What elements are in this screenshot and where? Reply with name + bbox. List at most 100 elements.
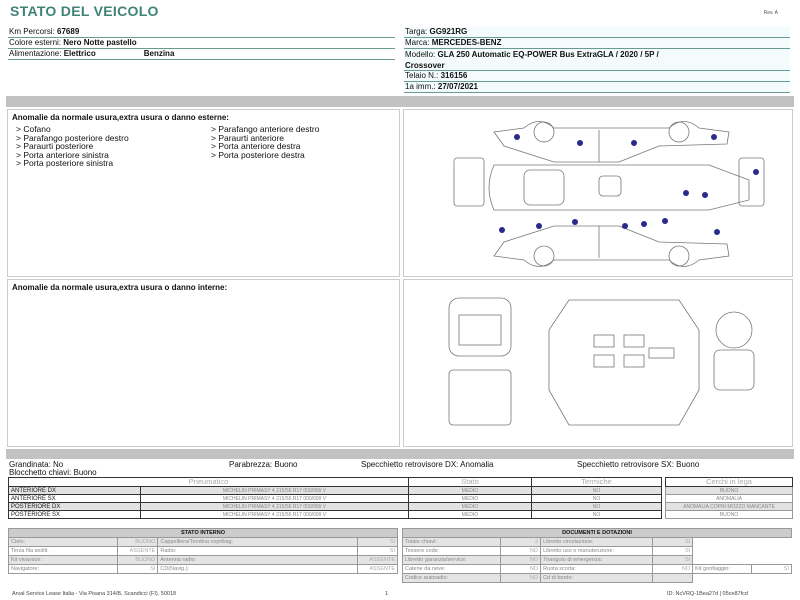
tyre-condition: MEDIO (408, 502, 532, 511)
item-value: ASSENTE (357, 555, 398, 565)
item-value: ASSENTE (357, 564, 398, 574)
item-label: Cappelliera/Tendina copribag: (157, 537, 358, 547)
model-row: Modello: GLA 250 Automatic EQ-POWER Bus … (404, 49, 790, 71)
wheel-condition: BUONO (665, 486, 793, 495)
windshield-status: Parabrezza: Buono (229, 460, 298, 469)
wheel-row: ANOMALIA COPRI MOZZO MANCANTE (665, 502, 793, 511)
item-label: Cielo: (7, 537, 119, 547)
damage-marker (577, 140, 583, 146)
tyre-model: MICHELIN PRIMASY 4 215/55 R17 000/099 V (140, 510, 409, 519)
exterior-title: Anomalie da normale usura,extra usura o … (12, 113, 229, 122)
tyre-row: ANTERIORE DX MICHELIN PRIMASY 4 215/55 R1… (8, 486, 662, 495)
damage-item: > Porta anteriore destra (211, 141, 301, 151)
wheel-condition: ANOMALIA COPRI MOZZO MANCANTE (665, 502, 793, 511)
status-row: Terza fila sedili: ASSENTE Radio: SI (7, 546, 398, 556)
item-label: Ruota scorta: (540, 564, 654, 574)
status-row: Totale chiavi: 2 Libretto circolazione: SI (401, 537, 792, 547)
value2: Benzina (143, 49, 175, 58)
item-value: NO (500, 555, 542, 565)
tyre-row: ANTERIORE SX MICHELIN PRIMASY 4 215/55 R1… (8, 494, 662, 503)
wheel-row: ANOMALIA (665, 494, 793, 503)
tyre-model: MICHELIN PRIMASY 4 215/55 R17 000/099 V (140, 486, 409, 495)
damage-marker (641, 221, 647, 227)
km-row: Km Percorsi: 67689 (8, 27, 395, 38)
value: 316156 (440, 71, 468, 80)
status-row: Catene da neve: NO Ruota scorta: NO Kit gonf… (401, 564, 792, 574)
item-value: SI (652, 555, 694, 565)
status-left: Grandinata: No Blocchetto chiavi: Buono (9, 461, 97, 477)
value: GLA 250 Automatic EQ-POWER Bus ExtraGLA … (437, 50, 659, 59)
item-label: Libretto garanzia/service: (401, 555, 502, 565)
page-title: STATO DEL VEICOLO (10, 3, 159, 19)
wheel-condition: ANOMALIA (665, 494, 793, 503)
col-header: Termiche (531, 477, 662, 487)
interior-diagram (403, 279, 793, 447)
exterior-diagram (403, 109, 793, 277)
label: 1a imm.: (405, 82, 436, 91)
color-row: Colore esterni: Nero Notte pastello (8, 38, 395, 49)
vehicle-info-left: Km Percorsi: 67689 Colore esterni: Nero … (8, 27, 395, 60)
damage-item: > Parafango posteriore destro (16, 132, 129, 143)
tyre-row: POSTERIORE SX MICHELIN PRIMASY 4 215/55 R… (8, 510, 662, 519)
damage-item: > Porta anteriore sinistra (16, 149, 109, 160)
section-title: STATO INTERNO (8, 528, 398, 538)
item-value: BUONO (117, 555, 159, 565)
wheel-row: BUONO (665, 510, 793, 519)
tyre-position: ANTERIORE DX (8, 486, 141, 495)
status-row: Kit vivavoce: BUONO Antenna radio: ASSENTE (7, 555, 398, 565)
value: Nero Notte pastello (63, 38, 137, 47)
label: Colore esterni: (9, 38, 62, 47)
label: Marca: (405, 38, 430, 47)
divider-bar-2 (6, 449, 794, 459)
label: Km Percorsi: (9, 27, 55, 36)
item-label: Tessere code: (401, 546, 502, 556)
item-label: Terza fila sedili: (7, 546, 119, 556)
item-label: Codice autoradio: (401, 573, 502, 583)
damage-item: > Cofano (16, 124, 51, 134)
item-label: Triangolo di emergenza: (540, 555, 654, 565)
damage-marker (572, 219, 578, 225)
status-row: Tessere code: NO Libretto uso e manutenzio… (401, 546, 792, 556)
car-interior-diagram (448, 297, 755, 426)
item-value: SI (357, 546, 398, 556)
damage-item: > Paraurti posteriore (16, 141, 94, 151)
page-number: 1 (385, 591, 389, 597)
label: Targa: (405, 27, 428, 36)
item-value: BUONO (117, 537, 159, 547)
status-row: Cielo: BUONO Cappelliera/Tendina copribag:… (7, 537, 398, 547)
section-title: DOCUMENTI E DOTAZIONI (402, 528, 792, 538)
col-header: Cerchi in lega (665, 477, 793, 487)
damage-marker (499, 227, 505, 233)
tyre-condition: MEDIO (408, 486, 532, 495)
mirror-dx-status: Specchietto retrovisore DX: Anomalia (361, 460, 494, 469)
internal-status-table: STATO INTERNO Cielo: BUONO Cappelliera/Ten… (7, 528, 398, 574)
divider-bar (6, 96, 794, 107)
damage-marker (714, 229, 720, 235)
interior-title: Anomalie da normale usura,extra usura o … (12, 283, 228, 292)
status-row: Codice autoradio: NO Cd di bordo: (401, 573, 792, 583)
item-label: Libretto circolazione: (540, 537, 654, 547)
item-label: Navigatore: (7, 564, 119, 574)
status-row: Navigatore: SI CD(Navig.): ASSENTE (7, 564, 398, 574)
tyre-row: POSTERIORE DX MICHELIN PRIMASY 4 215/55 R… (8, 502, 662, 511)
exterior-damage-list-2: > Parafango anteriore destro > Paraurti a… (211, 125, 319, 168)
interior-damage-box: Anomalie da normale usura,extra usura o … (7, 279, 400, 447)
hail-status: Grandinata: No (9, 460, 64, 469)
exterior-damage-box: Anomalie da normale usura,extra usura o … (7, 109, 400, 277)
brand-row: Marca: MERCEDES-BENZ (404, 38, 790, 49)
value: MERCEDES-BENZ (431, 38, 502, 47)
wheel-condition: BUONO (665, 510, 793, 519)
item-label: Catene da neve: (401, 564, 502, 574)
tyre-winter: NO (531, 502, 662, 511)
damage-item: > Porta posteriore destra (211, 149, 305, 160)
document-code: ID: NcVRQ-1Bea27d | 05ce87fcd (667, 591, 748, 597)
damage-item: > Paraurti anteriore (211, 132, 284, 143)
tyre-model: MICHELIN PRIMASY 4 215/55 R17 000/099 V (140, 502, 409, 511)
documents-table: DOCUMENTI E DOTAZIONI Totale chiavi: 2 Lib… (401, 528, 792, 583)
label: Alimentazione: (9, 49, 62, 58)
item-value (652, 573, 694, 583)
damage-marker (711, 134, 717, 140)
tyre-winter: NO (531, 494, 662, 503)
item-label: CD(Navig.): (157, 564, 358, 574)
label: Modello: (405, 50, 436, 59)
